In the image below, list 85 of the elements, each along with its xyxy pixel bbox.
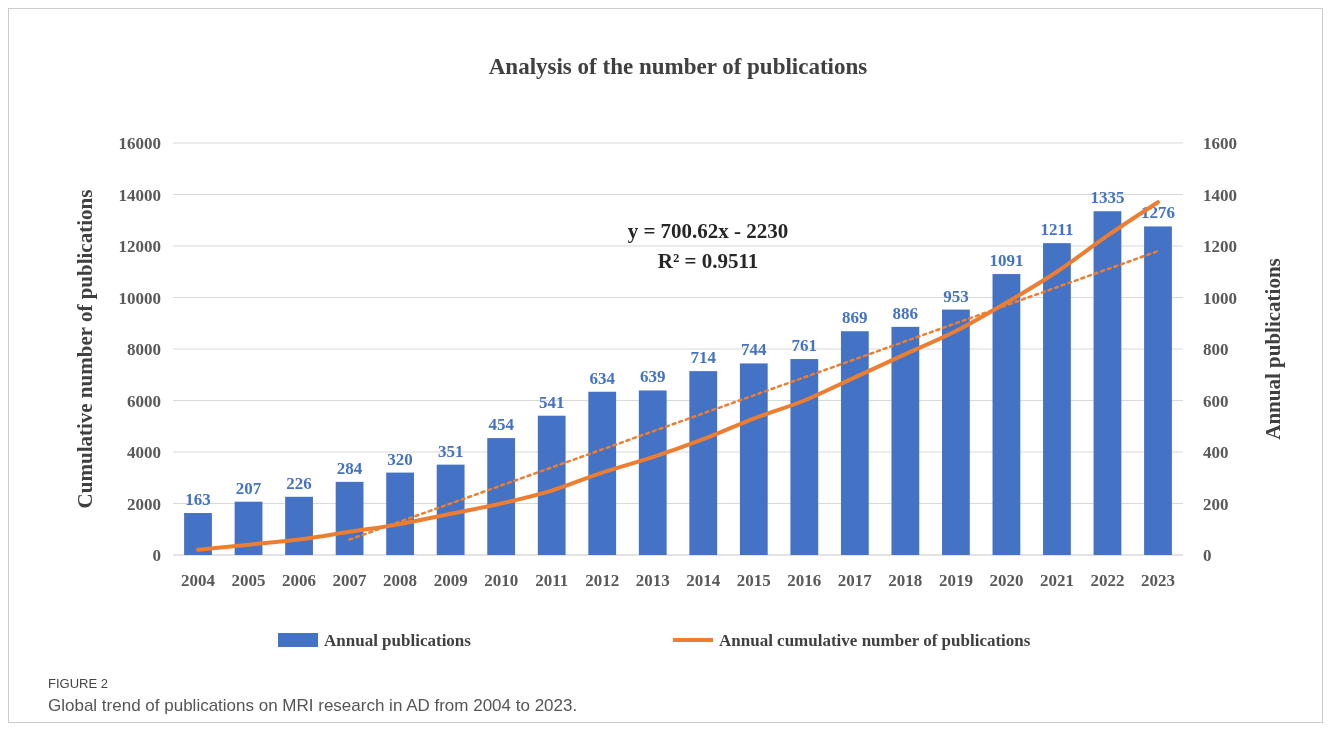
y2-tick-label: 1400: [1203, 185, 1237, 205]
annotation: R² = 0.9511: [657, 249, 759, 273]
data-label: 207: [235, 478, 262, 498]
data-label: 163: [185, 490, 211, 510]
bar: [992, 274, 1021, 555]
bar: [184, 513, 212, 555]
x-tick-label: 2018: [888, 571, 923, 590]
bar: [1093, 211, 1122, 555]
x-tick-label: 2010: [484, 571, 519, 590]
x-tick-label: 2016: [787, 571, 822, 590]
chart-title: Analysis of the number of publications: [488, 54, 868, 79]
y2-tick-label: 0: [1203, 546, 1212, 565]
y-tick-label: 10000: [118, 288, 161, 308]
x-tick-label: 2020: [989, 571, 1024, 590]
x-tick-label: 2009: [433, 571, 468, 590]
x-tick-label: 2007: [332, 571, 368, 590]
data-label: 639: [639, 367, 666, 387]
y2-tick-label: 1200: [1203, 237, 1237, 256]
y2-tick-label: 800: [1203, 340, 1229, 359]
data-label: 744: [741, 340, 768, 360]
x-tick-label: 2005: [231, 571, 266, 590]
y-tick-label: 12000: [118, 237, 161, 256]
data-label: 320: [387, 449, 413, 469]
data-label: 634: [589, 368, 616, 388]
y-axis-title: Cumulative number of publications: [73, 189, 97, 509]
bar: [487, 438, 516, 555]
y-tick-label: 8000: [127, 340, 161, 359]
bar: [1043, 243, 1071, 555]
y-tick-label: 0: [152, 546, 161, 565]
data-label: 953: [943, 286, 969, 306]
bar: [436, 464, 465, 555]
y2-tick-label: 1600: [1203, 134, 1237, 153]
x-tick-label: 2015: [736, 571, 771, 590]
caption: FIGURE 2: [48, 676, 108, 691]
text: Global trend of publications on MRI research in AD from 2004 to 2023.: [48, 696, 578, 715]
data-label: 714: [690, 348, 717, 368]
x-tick-label: 2004: [181, 571, 216, 590]
bar: [588, 391, 617, 555]
x-tick-label: 2022: [1090, 571, 1125, 590]
y2-tick-label: 1000: [1203, 288, 1237, 308]
bar: [689, 371, 718, 555]
bar: [1144, 226, 1172, 555]
data-label: 541: [538, 392, 565, 412]
x-tick-label: 2012: [585, 571, 620, 590]
data-label: 226: [286, 473, 312, 493]
bar: [285, 496, 313, 555]
annotation: y = 700.62x - 2230: [627, 219, 789, 243]
y2-axis-title: Annual publications: [1261, 258, 1285, 440]
y-tick-label: 14000: [118, 185, 161, 205]
y-tick-label: 6000: [127, 391, 161, 411]
x-tick-label: 2021: [1039, 571, 1074, 590]
data-label: 454: [488, 415, 515, 435]
x-tick-label: 2011: [535, 571, 569, 590]
bar: [739, 363, 768, 555]
data-label: 284: [336, 458, 363, 478]
bar: [840, 331, 869, 555]
x-tick-label: 2013: [635, 571, 670, 590]
bar: [537, 415, 566, 555]
data-label: 351: [437, 441, 464, 461]
data-label: 869: [842, 308, 868, 328]
legend-label: Annual cumulative number of publications: [719, 631, 1031, 650]
y2-tick-label: 200: [1203, 494, 1229, 514]
y-tick-label: 16000: [118, 134, 161, 153]
data-label: 1335: [1090, 188, 1125, 208]
x-tick-label: 2014: [686, 571, 721, 590]
bar: [638, 390, 667, 555]
bar: [335, 481, 364, 555]
x-tick-label: 2023: [1140, 571, 1175, 590]
data-label: 761: [791, 336, 818, 356]
data-label: 886: [892, 303, 919, 323]
bar: [790, 359, 819, 555]
bar: [942, 309, 970, 555]
x-tick-label: 2006: [282, 571, 317, 590]
y-tick-label: 4000: [127, 443, 161, 462]
x-tick-label: 2008: [383, 571, 418, 590]
x-tick-label: 2017: [837, 571, 873, 590]
y2-tick-label: 600: [1203, 391, 1229, 411]
y-tick-label: 2000: [127, 494, 161, 514]
legend-label: Annual publications: [324, 631, 472, 650]
bar: [891, 326, 920, 555]
x-tick-label: 2019: [938, 571, 973, 590]
y2-tick-label: 400: [1203, 443, 1229, 462]
bar: [386, 472, 415, 555]
data-label: 1091: [989, 251, 1024, 271]
data-label: 1211: [1040, 220, 1074, 240]
